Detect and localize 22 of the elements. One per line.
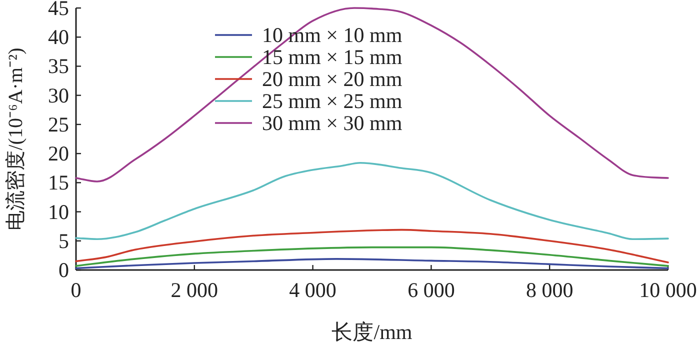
legend-label: 20 mm × 20 mm [262,67,402,91]
y-tick-label: 0 [58,258,69,282]
x-tick-label: 4 000 [289,278,336,302]
legend-label: 10 mm × 10 mm [262,23,402,47]
y-tick-label: 20 [48,142,69,166]
y-tick-label: 40 [48,25,69,50]
legend-label: 25 mm × 25 mm [262,89,402,113]
x-tick-label: 10 000 [639,278,697,302]
y-tick-label: 35 [48,54,69,78]
x-tick-label: 6 000 [408,278,455,302]
y-tick-label: 5 [58,228,69,253]
legend-label: 30 mm × 30 mm [262,111,402,135]
y-tick-label: 10 [48,200,69,224]
y-tick-label: 25 [48,112,69,136]
legend-label: 15 mm × 15 mm [262,45,402,69]
y-axis-title: 电流密度/(10⁻⁶A·m⁻²) [5,48,27,230]
x-tick-label: 8 000 [526,278,574,302]
y-tick-label: 15 [48,170,69,195]
y-tick-label: 45 [48,0,69,20]
x-tick-label: 2 000 [170,278,218,302]
y-tick-label: 30 [48,83,69,108]
x-axis-title: 长度/mm [332,320,412,344]
